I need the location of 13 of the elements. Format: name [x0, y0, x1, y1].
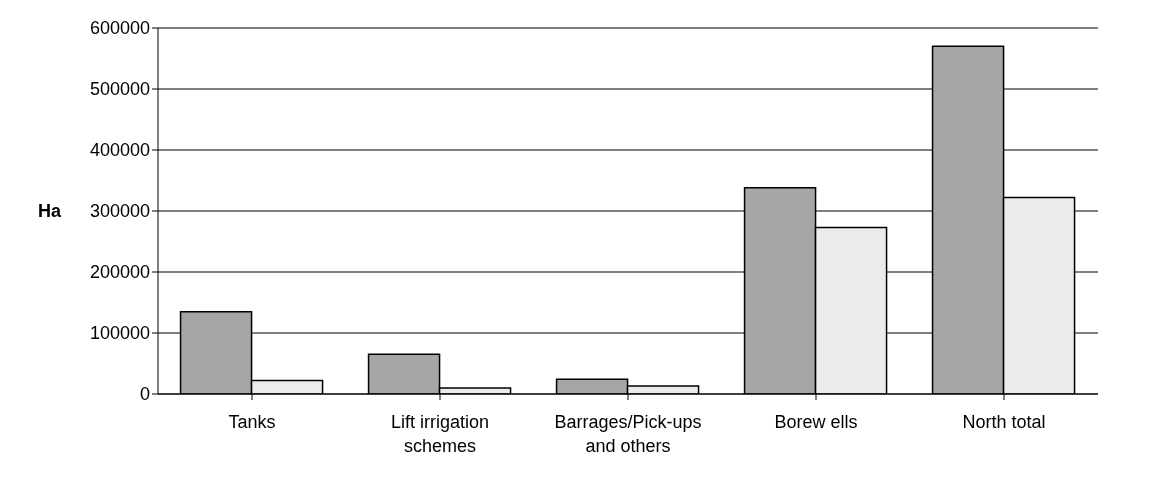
x-tick-label: Tanks — [228, 412, 276, 432]
y-tick-label: 100000 — [89, 323, 150, 344]
y-tick-label: 600000 — [89, 18, 150, 39]
x-tick-label: Barrages/Pick-ups and others — [554, 412, 702, 456]
x-tick-label: Lift irrigation schemes — [390, 412, 490, 456]
y-tick-label: 0 — [139, 384, 150, 405]
y-tick-label: 300000 — [89, 201, 150, 222]
y-tick-label: 500000 — [89, 79, 150, 100]
x-tick-label: North total — [962, 412, 1046, 432]
y-tick-label: 200000 — [89, 262, 150, 283]
y-axis-title: Ha — [38, 201, 62, 222]
x-tick-label: Borew ells — [774, 412, 858, 432]
y-tick-label: 400000 — [89, 140, 150, 161]
